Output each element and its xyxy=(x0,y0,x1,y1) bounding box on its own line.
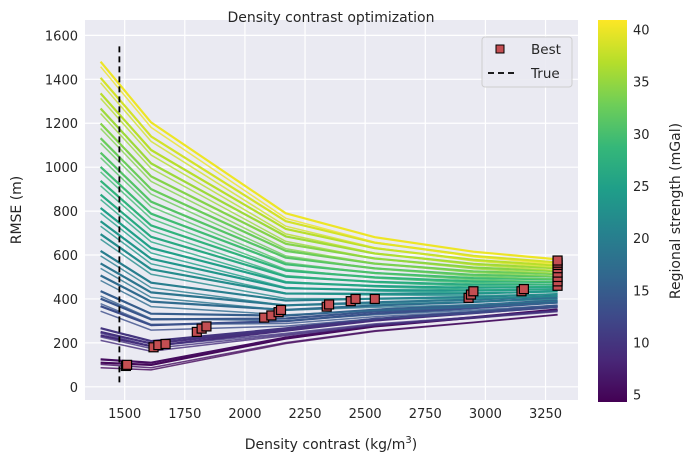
colorbar-tick-label: 40 xyxy=(633,23,650,38)
best-marker xyxy=(518,283,529,295)
y-tick-label: 0 xyxy=(70,381,78,396)
series-line xyxy=(100,127,558,278)
series-line xyxy=(100,309,558,347)
best-marker xyxy=(468,286,479,297)
x-axis-label-sup: 3 xyxy=(405,435,411,446)
series-line xyxy=(100,82,558,269)
y-tick-label: 1600 xyxy=(45,29,78,44)
series-line xyxy=(100,303,558,326)
x-tick-label: 3250 xyxy=(529,407,562,422)
best-marker xyxy=(369,293,380,305)
series-line xyxy=(100,306,558,331)
best-points xyxy=(120,255,563,372)
chart-title: Density contrast optimization xyxy=(228,10,435,26)
x-tick-label: 2250 xyxy=(288,407,321,422)
series-line xyxy=(100,112,558,275)
colorbar-tick-label: 25 xyxy=(633,180,650,195)
colorbar-tick-label: 35 xyxy=(633,76,650,91)
y-tick-label: 200 xyxy=(53,337,78,352)
y-ticks: 0 200 400 600 800 1000 1200 1400 1600 xyxy=(45,29,78,395)
colorbar-tick-label: 20 xyxy=(633,232,650,247)
best-marker xyxy=(275,304,287,316)
colorbar-tick-label: 15 xyxy=(633,284,650,299)
best-marker xyxy=(121,359,133,370)
colorbar-tick-label: 10 xyxy=(633,337,650,352)
series-line xyxy=(100,279,558,316)
series-line xyxy=(99,107,558,270)
series-line xyxy=(100,185,558,288)
series-line xyxy=(100,97,558,272)
series-line xyxy=(100,295,558,322)
x-axis-label-end: ) xyxy=(412,437,417,453)
series-line xyxy=(100,313,558,369)
x-axis-label-main: Density contrast (kg/m xyxy=(245,437,406,453)
series-line xyxy=(100,66,558,266)
y-tick-label: 1000 xyxy=(45,161,78,176)
y-tick-label: 1200 xyxy=(45,117,78,132)
series-lines xyxy=(99,60,558,371)
x-axis-label: Density contrast (kg/m3) xyxy=(245,435,418,453)
series-line xyxy=(99,60,558,261)
y-tick-label: 1400 xyxy=(45,73,78,88)
series-line xyxy=(100,171,558,286)
series-line xyxy=(100,238,558,300)
best-marker xyxy=(552,255,563,266)
series-line xyxy=(100,199,558,291)
y-tick-label: 400 xyxy=(53,293,78,308)
legend: Best True xyxy=(481,36,573,88)
x-tick-label: 2500 xyxy=(349,407,382,422)
legend-true-label: True xyxy=(530,66,560,82)
series-line xyxy=(99,151,558,278)
x-tick-label: 1500 xyxy=(108,407,141,422)
best-marker xyxy=(323,299,335,310)
best-marker xyxy=(160,338,171,350)
series-line xyxy=(100,212,558,294)
series-line xyxy=(99,92,558,267)
x-tick-label: 1750 xyxy=(168,407,201,422)
legend-best-marker xyxy=(495,44,505,54)
series-line xyxy=(99,137,558,276)
y-tick-label: 800 xyxy=(53,205,78,220)
colorbar-tick-label: 30 xyxy=(633,128,650,143)
colorbar-gradient xyxy=(598,20,627,402)
x-tick-label: 2000 xyxy=(228,407,261,422)
series-line xyxy=(100,142,558,280)
best-marker xyxy=(201,321,212,332)
colorbar-tick-label: 5 xyxy=(633,389,641,404)
x-tick-label: 3000 xyxy=(469,407,502,422)
series-line xyxy=(99,122,558,273)
series-line xyxy=(100,225,558,297)
y-tick-label: 600 xyxy=(53,249,78,264)
colorbar-label: Regional strength (mGal) xyxy=(668,123,684,299)
colorbar: 5 10 15 20 25 30 35 40 Regional strength (mGal) xyxy=(598,20,684,404)
series-line xyxy=(100,157,558,283)
colorbar-ticks: 5 10 15 20 25 30 35 40 xyxy=(633,23,650,403)
y-axis-label: RMSE (m) xyxy=(9,176,25,245)
x-tick-label: 2750 xyxy=(409,407,442,422)
series-line xyxy=(99,77,558,264)
legend-best-label: Best xyxy=(531,42,561,58)
best-marker xyxy=(350,293,361,305)
x-ticks: 1500 1750 2000 2250 2500 2750 3000 3250 xyxy=(108,407,562,422)
